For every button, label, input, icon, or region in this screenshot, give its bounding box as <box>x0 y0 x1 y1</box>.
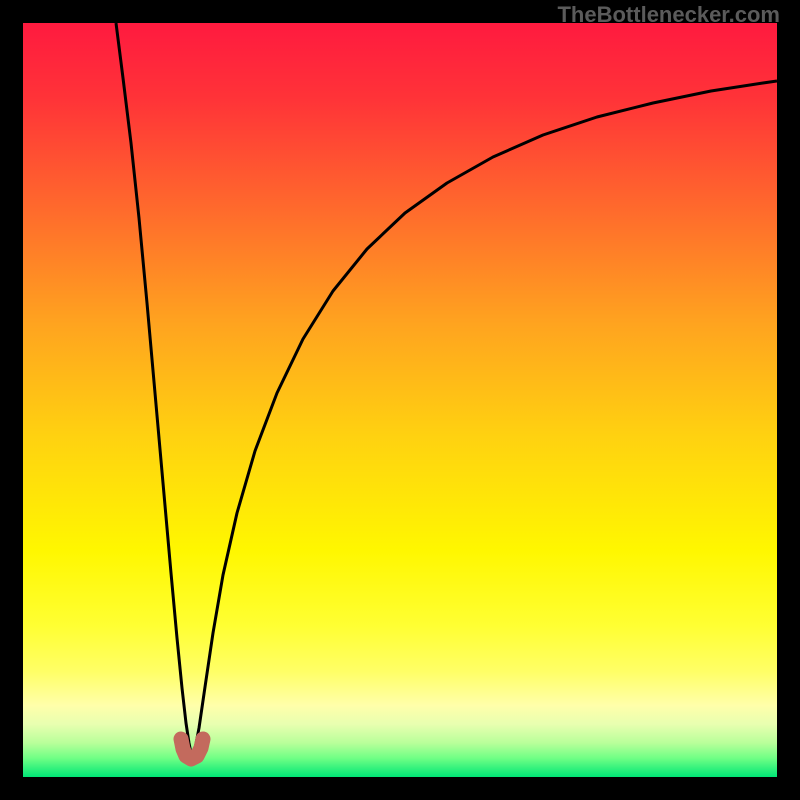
gradient-background <box>23 23 777 777</box>
bottleneck-curve-chart <box>23 23 777 777</box>
chart-root: TheBottlenecker.com <box>0 0 800 800</box>
